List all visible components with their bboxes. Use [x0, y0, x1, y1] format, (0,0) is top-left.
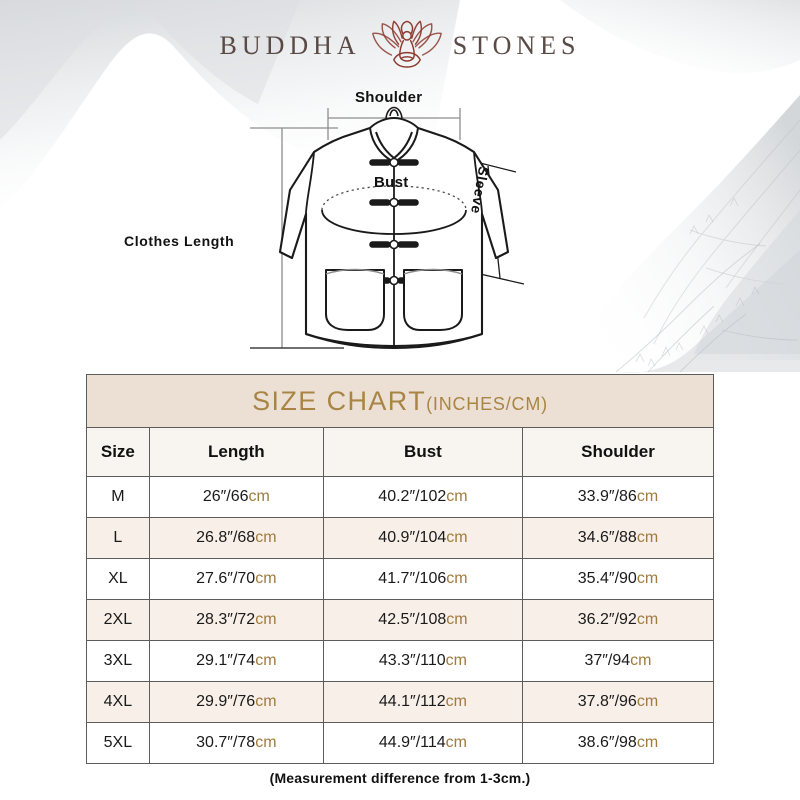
cell-bust: 44.1″/112cm: [322, 681, 523, 723]
cell-shoulder: 38.6″/98cm: [521, 722, 715, 764]
table-row: L 26.8″/68cm 40.9″/104cm 34.6″/88cm: [86, 517, 715, 559]
cell-size: 5XL: [86, 722, 150, 764]
chart-title-row: SIZE CHART(INCHES/CM): [86, 374, 714, 428]
cell-shoulder: 35.4″/90cm: [521, 558, 715, 600]
cell-shoulder: 34.6″/88cm: [521, 517, 715, 559]
cell-bust: 44.9″/114cm: [322, 722, 523, 764]
chart-title-main: SIZE CHART: [252, 385, 427, 416]
column-header-shoulder: Shoulder: [521, 427, 715, 477]
cell-size: L: [86, 517, 150, 559]
bust-measure-ellipse: [321, 185, 467, 235]
cell-length: 28.3″/72cm: [148, 599, 324, 641]
chart-title-cell: SIZE CHART(INCHES/CM): [86, 374, 714, 428]
label-shoulder: Shoulder: [355, 89, 423, 106]
cell-length: 26.8″/68cm: [148, 517, 324, 559]
cell-shoulder: 37.8″/96cm: [521, 681, 715, 723]
size-chart-body: M 26″/66cm 40.2″/102cm 33.9″/86cm L 26.8…: [86, 476, 715, 764]
table-row: 3XL 29.1″/74cm 43.3″/110cm 37″/94cm: [86, 640, 715, 682]
cell-bust: 43.3″/110cm: [322, 640, 523, 682]
cell-shoulder: 37″/94cm: [521, 640, 715, 682]
cell-bust: 40.9″/104cm: [322, 517, 523, 559]
column-header-length: Length: [148, 427, 324, 477]
cell-length: 29.1″/74cm: [148, 640, 324, 682]
size-chart-table: SIZE CHART(INCHES/CM) Size Length Bust S…: [86, 374, 715, 764]
table-row: 4XL 29.9″/76cm 44.1″/112cm 37.8″/96cm: [86, 681, 715, 723]
cell-size: M: [86, 476, 150, 518]
cell-bust: 40.2″/102cm: [322, 476, 523, 518]
table-row: XL 27.6″/70cm 41.7″/106cm 35.4″/90cm: [86, 558, 715, 600]
cell-length: 27.6″/70cm: [148, 558, 324, 600]
cell-bust: 41.7″/106cm: [322, 558, 523, 600]
cell-shoulder: 33.9″/86cm: [521, 476, 715, 518]
chart-title-unit: (INCHES/CM): [426, 393, 548, 414]
cell-size: 3XL: [86, 640, 150, 682]
cell-size: 2XL: [86, 599, 150, 641]
column-header-bust: Bust: [322, 427, 523, 477]
cell-size: XL: [86, 558, 150, 600]
column-header-row: Size Length Bust Shoulder: [86, 427, 715, 477]
cell-size: 4XL: [86, 681, 150, 723]
label-bust: Bust: [374, 174, 409, 191]
brand-word-left: BUDDHA: [219, 31, 361, 60]
column-header-size: Size: [86, 427, 150, 477]
patch-pockets: [325, 269, 463, 331]
brand-logo: BUDDHA STONES: [0, 16, 800, 76]
cell-length: 30.7″/78cm: [148, 722, 324, 764]
table-row: 2XL 28.3″/72cm 42.5″/108cm 36.2″/92cm: [86, 599, 715, 641]
measurement-disclaimer: (Measurement difference from 1-3cm.): [269, 770, 531, 786]
cell-length: 26″/66cm: [148, 476, 324, 518]
label-clothes-length: Clothes Length: [124, 233, 235, 249]
brand-word-right: STONES: [452, 31, 581, 60]
cell-length: 29.9″/76cm: [148, 681, 324, 723]
table-row: M 26″/66cm 40.2″/102cm 33.9″/86cm: [86, 476, 715, 518]
cell-bust: 42.5″/108cm: [322, 599, 523, 641]
table-row: 5XL 30.7″/78cm 44.9″/114cm 38.6″/98cm: [86, 722, 715, 764]
lotus-meditation-icon: [371, 20, 442, 68]
tang-suit-jacket-illustration: [250, 106, 525, 350]
cell-shoulder: 36.2″/92cm: [521, 599, 715, 641]
